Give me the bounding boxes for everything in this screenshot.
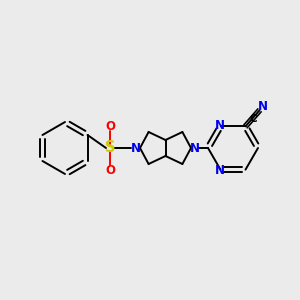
Text: N: N [131, 142, 141, 154]
Text: N: N [214, 119, 224, 132]
Text: N: N [190, 142, 200, 154]
Text: C: C [250, 114, 257, 124]
Text: S: S [105, 140, 115, 155]
Text: N: N [257, 100, 268, 113]
Text: O: O [105, 164, 115, 176]
Text: N: N [214, 164, 224, 177]
Text: O: O [105, 119, 115, 133]
